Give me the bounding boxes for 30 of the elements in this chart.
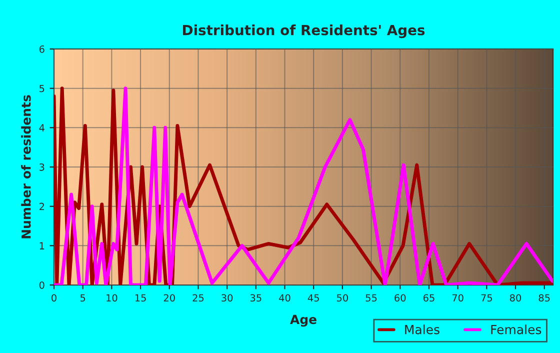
x-tick-label: 10 xyxy=(106,294,118,302)
x-tick-label: 75 xyxy=(481,294,492,302)
x-axis-title: Age xyxy=(290,314,316,327)
x-tick-label: 60 xyxy=(394,294,406,302)
x-tick-label: 0 xyxy=(52,294,56,302)
x-tick-label: 15 xyxy=(135,294,146,302)
legend-label: Males xyxy=(405,324,440,334)
x-tick-label: 50 xyxy=(337,294,348,302)
x-tick-label: 80 xyxy=(510,294,522,302)
x-tick-label: 70 xyxy=(452,294,464,302)
x-tick-label: 35 xyxy=(250,294,262,302)
y-tick-label: 1 xyxy=(40,242,44,250)
x-tick-label: 55 xyxy=(366,294,377,302)
x-tick-label: 40 xyxy=(279,294,290,302)
legend-label: Females xyxy=(491,324,542,334)
x-tick-label: 5 xyxy=(80,294,86,302)
x-tick-label: 25 xyxy=(192,294,204,302)
y-axis-title: Number of residents xyxy=(21,95,31,238)
y-tick-label: 2 xyxy=(40,202,44,210)
x-tick-label: 85 xyxy=(538,294,550,302)
x-tick-label: 30 xyxy=(222,294,233,302)
x-tick-label: 65 xyxy=(423,294,434,302)
x-tick-label: 20 xyxy=(164,294,175,302)
y-tick-label: 5 xyxy=(40,84,44,92)
y-tick-label: 0 xyxy=(39,281,44,289)
chart-title: Distribution of Residents' Ages xyxy=(183,24,425,38)
y-tick-label: 3 xyxy=(40,163,44,171)
y-tick-label: 6 xyxy=(39,45,44,53)
x-tick-label: 45 xyxy=(308,294,319,302)
y-tick-label: 4 xyxy=(39,124,44,132)
